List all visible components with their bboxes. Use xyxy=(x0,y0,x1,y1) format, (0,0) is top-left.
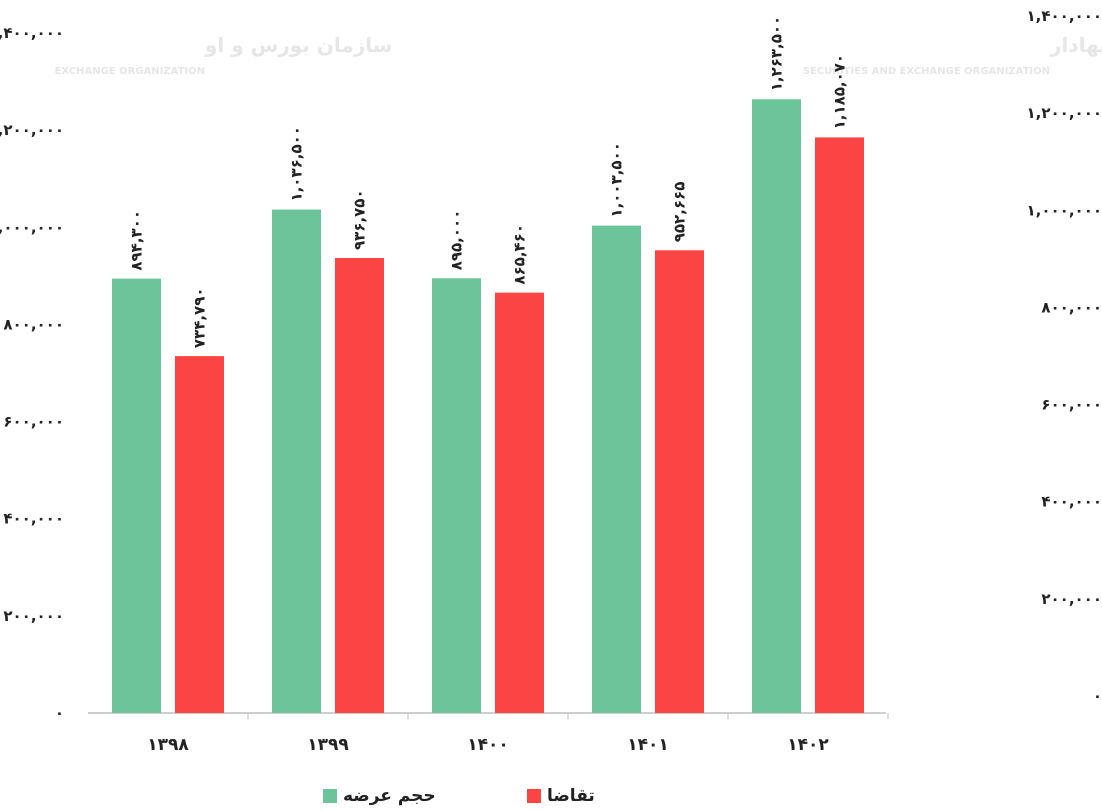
legend-swatch-demand xyxy=(527,789,541,803)
y-tick-right-1: ۲۰۰,۰۰۰ xyxy=(1041,590,1102,608)
y-tick-left-2: ۴۰۰,۰۰۰ xyxy=(3,510,64,528)
data-label-demand-0: ۷۳۴,۷۹۰ xyxy=(191,287,209,348)
watermark-left-en: EXCHANGE ORGANIZATION xyxy=(55,66,205,77)
data-label-supply-4: ۱,۲۶۳,۵۰۰ xyxy=(768,16,786,91)
x-tick-label-4: ۱۴۰۲ xyxy=(787,735,829,755)
data-label-demand-4: ۱,۱۸۵,۰۷۰ xyxy=(831,54,849,129)
data-label-supply-0: ۸۹۴,۳۰۰ xyxy=(128,210,146,271)
y-axis-right: ۰ ۲۰۰,۰۰۰ ۴۰۰,۰۰۰ ۶۰۰,۰۰۰ ۸۰۰,۰۰۰ ۱,۰۰۰,۰۰۰ ۱,… xyxy=(1027,7,1102,705)
data-label-demand-1: ۹۳۶,۷۵۰ xyxy=(351,189,369,250)
legend-label-supply: حجم عرضه xyxy=(343,786,436,806)
data-label-demand-3: ۹۵۲,۶۶۵ xyxy=(671,182,689,243)
y-tick-right-0: ۰ xyxy=(1093,687,1102,705)
data-label-supply-2: ۸۹۵,۰۰۰ xyxy=(448,210,466,271)
y-axis-left: ۰ ۲۰۰,۰۰۰ ۴۰۰,۰۰۰ ۶۰۰,۰۰۰ ۸۰۰,۰۰۰ ۱,۰۰۰,۰۰۰ ۱,… xyxy=(0,24,64,722)
y-tick-right-2: ۴۰۰,۰۰۰ xyxy=(1041,493,1102,511)
bar-demand-2 xyxy=(495,292,544,713)
watermark-left-fa: سازمان بورس و او xyxy=(204,33,392,57)
legend: حجم عرضه تقاضا xyxy=(0,786,1102,810)
bar-demand-4 xyxy=(815,137,864,713)
y-tick-left-0: ۰ xyxy=(55,704,64,722)
y-tick-right-7: ۱,۴۰۰,۰۰۰ xyxy=(1027,7,1102,25)
y-tick-right-3: ۶۰۰,۰۰۰ xyxy=(1041,396,1102,414)
data-label-demand-2: ۸۶۵,۴۶۰ xyxy=(511,224,529,285)
legend-item-supply: حجم عرضه xyxy=(323,786,436,806)
bar-demand-3 xyxy=(655,250,704,714)
x-tick-label-2: ۱۴۰۰ xyxy=(467,735,509,755)
y-tick-left-7: ۱,۴۰۰,۰۰۰ xyxy=(0,24,64,42)
bar-demand-1 xyxy=(335,258,384,713)
y-tick-left-6: ۱,۲۰۰,۰۰۰ xyxy=(0,121,64,139)
y-tick-left-4: ۸۰۰,۰۰۰ xyxy=(3,315,64,333)
y-tick-left-5: ۱,۰۰۰,۰۰۰ xyxy=(0,218,64,236)
y-tick-right-6: ۱,۲۰۰,۰۰۰ xyxy=(1027,104,1102,122)
y-tick-right-5: ۱,۰۰۰,۰۰۰ xyxy=(1027,201,1102,219)
x-tick-label-1: ۱۳۹۹ xyxy=(307,735,349,755)
x-tick-label-3: ۱۴۰۱ xyxy=(627,735,669,755)
legend-label-demand: تقاضا xyxy=(547,786,595,806)
data-labels: ۸۹۴,۳۰۰ ۷۳۴,۷۹۰ ۱,۰۳۶,۵۰۰ ۹۳۶,۷۵۰ ۸۹۵,۰۰۰ ۸۶۵… xyxy=(128,16,849,348)
y-tick-left-3: ۶۰۰,۰۰۰ xyxy=(3,413,64,431)
y-tick-right-4: ۸۰۰,۰۰۰ xyxy=(1041,298,1102,316)
x-tick-label-0: ۱۳۹۸ xyxy=(147,735,189,755)
y-tick-left-1: ۲۰۰,۰۰۰ xyxy=(3,607,64,625)
legend-item-demand: تقاضا xyxy=(527,786,595,806)
bar-supply-3 xyxy=(592,225,641,714)
x-axis: ۱۳۹۸ ۱۳۹۹ ۱۴۰۰ ۱۴۰۱ ۱۴۰۲ xyxy=(147,713,889,755)
bars xyxy=(112,99,864,714)
watermark: سازمان بورس و او EXCHANGE ORGANIZATION س… xyxy=(55,33,1102,77)
watermark-right-fa: سازمان بورس و اوراق بهادار xyxy=(1049,33,1102,57)
data-label-supply-3: ۱,۰۰۳,۵۰۰ xyxy=(608,142,626,217)
bar-supply-4 xyxy=(752,99,801,714)
watermark-right-en: SECURITIES AND EXCHANGE ORGANIZATION xyxy=(803,66,1050,77)
bar-supply-1 xyxy=(272,209,321,714)
bar-supply-0 xyxy=(112,278,161,713)
data-label-supply-1: ۱,۰۳۶,۵۰۰ xyxy=(288,126,306,201)
legend-swatch-supply xyxy=(323,789,337,803)
bar-chart: سازمان بورس و او EXCHANGE ORGANIZATION س… xyxy=(0,7,1102,755)
bar-supply-2 xyxy=(432,278,481,713)
bar-demand-0 xyxy=(175,356,224,713)
